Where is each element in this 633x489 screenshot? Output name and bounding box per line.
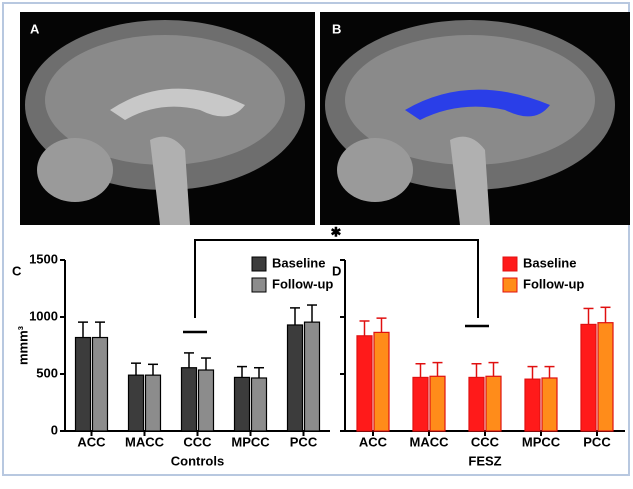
mri-panel-b xyxy=(320,12,630,225)
x-tick-label: ACC xyxy=(359,434,388,449)
bar xyxy=(541,377,558,432)
legend-swatch xyxy=(251,256,267,272)
bar xyxy=(303,321,321,432)
x-axis-label: Controls xyxy=(171,453,224,468)
panel-label: B xyxy=(332,21,341,36)
bar xyxy=(250,377,268,432)
bar xyxy=(233,376,251,432)
y-axis-label: mmm³ xyxy=(15,325,30,365)
x-tick-label: CCC xyxy=(183,434,212,449)
bar xyxy=(74,336,92,432)
panel-label: D xyxy=(332,263,341,278)
bar xyxy=(286,324,304,432)
bar xyxy=(485,375,502,432)
significance-marker: ✱ xyxy=(331,224,342,239)
significance-bracket xyxy=(194,239,479,318)
x-tick-label: PCC xyxy=(583,434,611,449)
bar xyxy=(127,374,145,432)
x-axis-label: FESZ xyxy=(468,453,501,468)
x-tick-label: MPCC xyxy=(231,434,270,449)
panel-label: C xyxy=(12,263,22,278)
y-tick-label: 0 xyxy=(51,422,58,437)
bar xyxy=(356,335,373,432)
y-tick-label: 500 xyxy=(36,365,58,380)
bar xyxy=(412,376,429,432)
bar xyxy=(580,323,597,432)
legend-swatch xyxy=(502,277,518,293)
y-tick-label: 1000 xyxy=(29,308,58,323)
bar xyxy=(144,374,162,432)
bar xyxy=(524,378,541,432)
bar xyxy=(91,336,109,432)
panel-label: A xyxy=(30,21,40,36)
y-tick-label: 1500 xyxy=(29,251,58,266)
legend-label: Baseline xyxy=(523,255,576,270)
x-tick-label: MPCC xyxy=(522,434,561,449)
legend-swatch xyxy=(251,277,267,293)
bar xyxy=(197,369,215,432)
bar xyxy=(373,331,390,432)
legend-label: Follow-up xyxy=(272,276,333,291)
legend-label: Baseline xyxy=(272,255,325,270)
x-tick-label: PCC xyxy=(290,434,318,449)
legend-swatch xyxy=(502,256,518,272)
x-tick-label: MACC xyxy=(125,434,165,449)
x-tick-label: ACC xyxy=(77,434,106,449)
mri-panel-a xyxy=(20,12,315,225)
bar xyxy=(468,376,485,432)
legend-label: Follow-up xyxy=(523,276,584,291)
bar xyxy=(180,367,198,432)
bar xyxy=(429,375,446,432)
x-tick-label: MACC xyxy=(410,434,450,449)
x-tick-label: CCC xyxy=(471,434,500,449)
bar xyxy=(597,322,614,432)
